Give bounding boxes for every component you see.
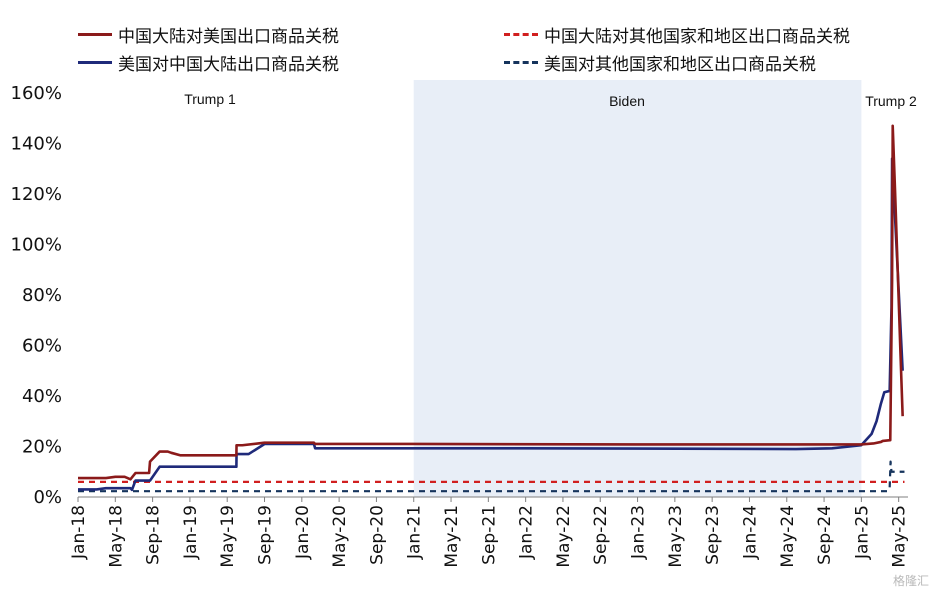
x-tick-label: May-18 (106, 505, 126, 568)
x-tick-label: Jan-25 (852, 505, 872, 560)
y-tick-label: 80% (22, 285, 62, 306)
series-line-3 (78, 460, 905, 493)
x-tick-label: Sep-21 (479, 505, 499, 565)
x-tick-label: Sep-20 (367, 505, 387, 565)
period-shade (413, 80, 862, 497)
x-tick-label: Jan-19 (181, 505, 201, 560)
legend-label: 中国大陆对美国出口商品关税 (118, 27, 339, 47)
period-label: Trump 2 (865, 93, 917, 109)
x-tick-label: Sep-24 (815, 505, 835, 565)
x-tick-label: May-22 (554, 505, 574, 568)
x-tick-label: May-23 (666, 505, 686, 568)
y-tick-label: 60% (22, 336, 62, 357)
series-line-0 (78, 124, 904, 481)
period-label: Trump 1 (184, 91, 236, 107)
legend-label: 美国对其他国家和地区出口商品关税 (544, 55, 816, 75)
x-tick-label: Sep-22 (591, 505, 611, 565)
y-tick-label: 100% (11, 235, 62, 256)
legend-swatch (78, 33, 112, 36)
series-line-1 (78, 157, 904, 492)
legend-label: 中国大陆对其他国家和地区出口商品关税 (544, 27, 850, 47)
y-tick-label: 40% (22, 386, 62, 407)
legend-item-cn-to-us: 中国大陆对美国出口商品关税 (78, 22, 339, 47)
x-tick-label: May-25 (890, 505, 910, 568)
x-tick-label: Jan-21 (405, 505, 425, 560)
x-tick-label: May-19 (218, 505, 238, 568)
x-tick-label: Sep-23 (703, 505, 723, 565)
x-tick-label: Sep-18 (144, 505, 164, 565)
y-tick-label: 140% (11, 134, 62, 155)
x-tick-label: Jan-20 (293, 505, 313, 560)
x-tick-label: May-20 (330, 505, 350, 568)
x-tick-label: Jan-18 (69, 505, 89, 560)
x-tick-label: May-21 (442, 505, 462, 568)
legend-swatch (504, 61, 538, 64)
x-tick-label: Jan-23 (629, 505, 649, 560)
legend-swatch (78, 61, 112, 64)
legend-item-us-to-cn: 美国对中国大陆出口商品关税 (78, 50, 339, 75)
x-tick-label: Jan-22 (517, 505, 537, 560)
y-tick-label: 160% (11, 83, 62, 104)
x-tick-label: May-24 (778, 505, 798, 568)
y-tick-label: 120% (11, 184, 62, 205)
period-label: Biden (609, 93, 645, 109)
legend-item-cn-to-others: 中国大陆对其他国家和地区出口商品关税 (504, 22, 850, 47)
legend-swatch (504, 33, 538, 36)
legend-label: 美国对中国大陆出口商品关税 (118, 55, 339, 75)
x-tick-label: Sep-19 (256, 505, 276, 565)
watermark-logo: 格隆汇 (892, 574, 929, 588)
legend-item-us-to-others: 美国对其他国家和地区出口商品关税 (504, 50, 816, 75)
x-tick-label: Jan-24 (740, 505, 760, 560)
y-tick-label: 0% (33, 487, 62, 508)
y-tick-label: 20% (22, 437, 62, 458)
